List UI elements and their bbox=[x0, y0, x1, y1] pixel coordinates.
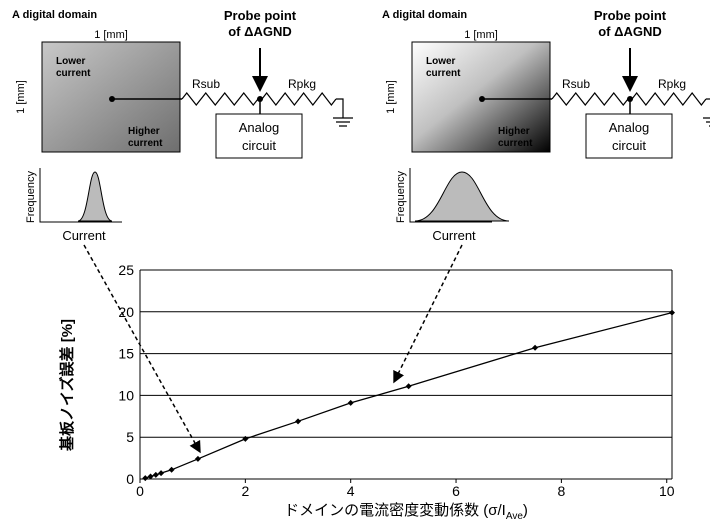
distribution-curve bbox=[415, 172, 509, 221]
current-label: current bbox=[128, 138, 163, 149]
current-label: current bbox=[498, 138, 533, 149]
resistor bbox=[262, 93, 336, 105]
current-label: Lower bbox=[56, 56, 86, 67]
x-tick-label: 6 bbox=[452, 483, 460, 499]
data-point bbox=[195, 456, 201, 462]
y-tick-label: 20 bbox=[118, 304, 134, 320]
y-axis-label: 基板ノイズ誤差 [%] bbox=[58, 319, 76, 452]
data-point bbox=[153, 472, 159, 478]
resistor-label: Rsub bbox=[192, 77, 220, 91]
y-tick-label: 15 bbox=[118, 346, 134, 362]
probe-label: Probe point bbox=[594, 8, 667, 23]
dimension-label: 1 [mm] bbox=[385, 80, 397, 114]
x-axis-label-end: ) bbox=[523, 502, 528, 519]
resistor bbox=[632, 93, 706, 105]
page: A digital domain1 [mm]1 [mm]Lowercurrent… bbox=[0, 0, 710, 523]
data-point bbox=[532, 345, 538, 351]
resistor-label: Rpkg bbox=[288, 77, 316, 91]
diagram-title: A digital domain bbox=[382, 9, 467, 21]
x-tick-label: 8 bbox=[557, 483, 565, 499]
y-tick-label: 10 bbox=[118, 387, 134, 403]
current-label: current bbox=[426, 68, 461, 79]
x-axis-label-main: ドメインの電流密度変動係数 (σ/I bbox=[284, 502, 506, 519]
x-tick-label: 2 bbox=[241, 483, 249, 499]
resistor bbox=[552, 93, 628, 105]
probe-label: of ΔAGND bbox=[598, 24, 662, 39]
data-point bbox=[669, 310, 675, 316]
y-tick-label: 0 bbox=[126, 471, 134, 487]
analog-label: Analog bbox=[609, 120, 649, 135]
x-tick-label: 10 bbox=[659, 483, 675, 499]
data-point bbox=[348, 400, 354, 406]
data-point bbox=[295, 418, 301, 424]
axis-label: Frequency bbox=[25, 171, 37, 223]
current-label: current bbox=[56, 68, 91, 79]
data-point bbox=[158, 470, 164, 476]
current-label: Higher bbox=[128, 126, 160, 137]
dimension-label: 1 [mm] bbox=[464, 29, 498, 41]
x-axis-label-sub: Ave bbox=[506, 511, 523, 522]
resistor-label: Rpkg bbox=[658, 77, 686, 91]
ground bbox=[703, 99, 710, 126]
axis-label: Current bbox=[62, 228, 106, 243]
pointer-arrow bbox=[394, 245, 462, 382]
probe-label: Probe point bbox=[224, 8, 297, 23]
current-label: Higher bbox=[498, 126, 530, 137]
current-label: Lower bbox=[426, 56, 456, 67]
dimension-label: 1 [mm] bbox=[94, 29, 128, 41]
analog-label: circuit bbox=[612, 138, 646, 153]
x-tick-label: 0 bbox=[136, 483, 144, 499]
x-axis-label: ドメインの電流密度変動係数 (σ/IAve) bbox=[284, 502, 528, 522]
diagram-title: A digital domain bbox=[12, 9, 97, 21]
probe-label: of ΔAGND bbox=[228, 24, 292, 39]
x-tick-label: 4 bbox=[347, 483, 355, 499]
analog-label: Analog bbox=[239, 120, 279, 135]
axis-label: Current bbox=[432, 228, 476, 243]
distribution-curve bbox=[78, 172, 112, 221]
dimension-label: 1 [mm] bbox=[15, 80, 27, 114]
data-point bbox=[406, 383, 412, 389]
distribution-axes bbox=[40, 168, 122, 222]
pointer-arrow bbox=[84, 245, 200, 452]
data-point bbox=[142, 475, 148, 481]
analog-label: circuit bbox=[242, 138, 276, 153]
ground bbox=[333, 99, 353, 126]
axis-label: Frequency bbox=[395, 171, 407, 223]
resistor-label: Rsub bbox=[562, 77, 590, 91]
data-point bbox=[169, 467, 175, 473]
resistor bbox=[182, 93, 258, 105]
y-tick-label: 5 bbox=[126, 429, 134, 445]
y-tick-label: 25 bbox=[118, 262, 134, 278]
